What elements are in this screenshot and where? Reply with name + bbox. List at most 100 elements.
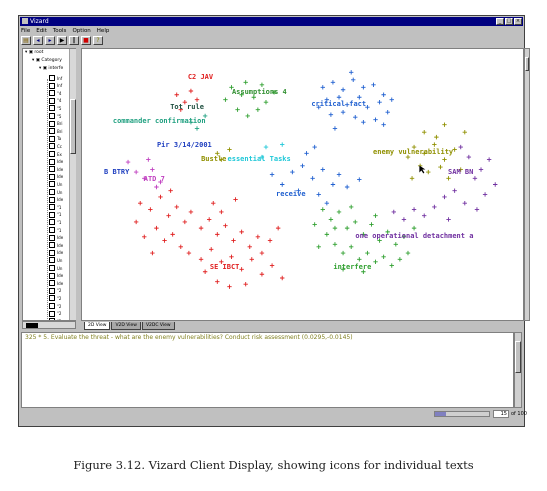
tree-hscroll-thumb[interactable]	[26, 323, 38, 328]
text-point-marker[interactable]	[233, 197, 238, 202]
tree-leaf-label[interactable]: Ide	[57, 166, 64, 172]
cluster-label[interactable]: Tot rule	[170, 103, 204, 112]
text-point-marker[interactable]	[138, 200, 143, 206]
menu-tools[interactable]: Tools	[52, 28, 67, 34]
page-slider[interactable]	[434, 411, 490, 417]
text-point-marker[interactable]	[245, 113, 250, 119]
text-point-marker[interactable]	[482, 192, 488, 197]
text-point-marker[interactable]	[442, 122, 447, 127]
text-point-marker[interactable]	[142, 176, 147, 181]
tree-leaf-label[interactable]: "5	[57, 113, 62, 119]
tree-leaf-label[interactable]: Ide	[57, 197, 64, 203]
text-point-marker[interactable]	[154, 184, 159, 190]
close-icon[interactable]: ×	[514, 18, 522, 25]
tree-leaf-label[interactable]: Inf	[57, 75, 63, 81]
tree-leaf-label[interactable]: Ide	[57, 280, 64, 286]
text-point-marker[interactable]	[353, 114, 358, 120]
text-point-marker[interactable]	[320, 85, 325, 90]
tree-horizontal-scrollbar[interactable]	[22, 321, 76, 329]
document-icon[interactable]	[49, 181, 55, 188]
text-point-marker[interactable]	[243, 80, 248, 85]
cluster-label[interactable]: receive	[276, 189, 306, 198]
text-point-marker[interactable]	[243, 282, 248, 287]
selected-text-line[interactable]: 325 * 5. Evaluate the threat - what are …	[25, 334, 353, 341]
document-icon[interactable]	[49, 242, 55, 249]
document-icon[interactable]	[49, 310, 55, 317]
text-point-marker[interactable]	[174, 92, 179, 97]
text-point-marker[interactable]	[411, 144, 417, 150]
text-point-marker[interactable]	[316, 244, 321, 250]
text-point-marker[interactable]	[348, 70, 354, 75]
text-point-marker[interactable]	[373, 213, 378, 218]
document-icon[interactable]	[49, 166, 55, 173]
tree-leaf-label[interactable]: "4	[57, 90, 62, 96]
tab-2d-view[interactable]: 2D View	[84, 322, 111, 330]
text-point-marker[interactable]	[267, 238, 273, 243]
text-point-marker[interactable]	[168, 188, 173, 193]
document-icon[interactable]	[49, 265, 55, 271]
text-point-marker[interactable]	[361, 85, 366, 90]
text-point-marker[interactable]	[312, 144, 317, 150]
play-icon[interactable]: ▶	[57, 36, 67, 45]
text-point-marker[interactable]	[340, 109, 346, 115]
text-detail-pane[interactable]: 325 * 5. Evaluate the threat - what are …	[21, 332, 514, 408]
text-point-marker[interactable]	[263, 144, 269, 150]
cluster-label[interactable]: B BTRY	[104, 168, 130, 177]
text-pane-scrollbar[interactable]	[514, 332, 522, 408]
menu-edit[interactable]: Edit	[36, 28, 47, 34]
document-icon[interactable]	[49, 97, 55, 104]
text-point-marker[interactable]	[215, 232, 220, 237]
text-point-marker[interactable]	[231, 238, 236, 243]
canvas-vertical-scrollbar[interactable]	[524, 48, 530, 321]
document-icon[interactable]	[49, 120, 55, 127]
tree-leaf-label[interactable]: Un	[57, 257, 63, 263]
text-point-marker[interactable]	[150, 250, 155, 256]
text-point-marker[interactable]	[198, 225, 204, 231]
text-point-marker[interactable]	[259, 250, 265, 256]
cluster-label[interactable]: C2 JAV	[187, 73, 214, 82]
text-point-marker[interactable]	[188, 209, 194, 215]
text-point-marker[interactable]	[324, 232, 330, 237]
text-point-marker[interactable]	[432, 204, 437, 210]
tree-leaf-label[interactable]: Bri	[57, 128, 63, 134]
text-point-marker[interactable]	[255, 234, 261, 240]
text-point-marker[interactable]	[133, 219, 139, 225]
text-point-marker[interactable]	[300, 163, 305, 169]
text-point-marker[interactable]	[340, 87, 346, 92]
text-point-marker[interactable]	[340, 250, 346, 256]
text-point-marker[interactable]	[401, 234, 407, 240]
text-point-marker[interactable]	[332, 242, 338, 247]
cluster-label[interactable]: one operational detachment a	[355, 231, 474, 240]
text-point-marker[interactable]	[280, 275, 285, 281]
document-icon[interactable]	[49, 75, 55, 81]
text-point-marker[interactable]	[353, 219, 358, 225]
text-point-marker[interactable]	[452, 147, 457, 152]
text-point-marker[interactable]	[211, 200, 216, 206]
text-point-marker[interactable]	[357, 257, 362, 262]
text-point-marker[interactable]	[263, 100, 269, 105]
text-point-marker[interactable]	[472, 176, 478, 181]
document-icon[interactable]	[49, 204, 55, 211]
text-point-marker[interactable]	[259, 154, 265, 160]
text-point-marker[interactable]	[373, 259, 378, 264]
text-point-marker[interactable]	[219, 209, 224, 215]
text-point-marker[interactable]	[442, 157, 447, 162]
text-point-marker[interactable]	[332, 126, 338, 131]
scatter-plot[interactable]	[82, 49, 523, 320]
document-icon[interactable]	[49, 113, 55, 119]
text-point-marker[interactable]	[452, 188, 457, 193]
tab-v2d-view[interactable]: V2D View	[111, 322, 141, 330]
text-point-marker[interactable]	[198, 257, 204, 262]
forward-icon[interactable]: ▸	[45, 36, 55, 45]
text-point-marker[interactable]	[462, 200, 467, 206]
text-point-marker[interactable]	[389, 263, 394, 268]
help-icon[interactable]: ?	[93, 36, 103, 45]
tree-leaf-label[interactable]: Ex	[57, 151, 62, 157]
tree-leaf-label[interactable]: "1	[57, 219, 62, 225]
tree-leaf-label[interactable]: "4	[57, 98, 62, 104]
cluster-label[interactable]: enemy vulnerability	[373, 147, 454, 156]
tree-leaf-label[interactable]: "1	[57, 212, 62, 218]
text-point-marker[interactable]	[371, 82, 376, 87]
text-point-marker[interactable]	[148, 207, 153, 212]
canvas-scroll-thumb[interactable]	[525, 57, 529, 71]
